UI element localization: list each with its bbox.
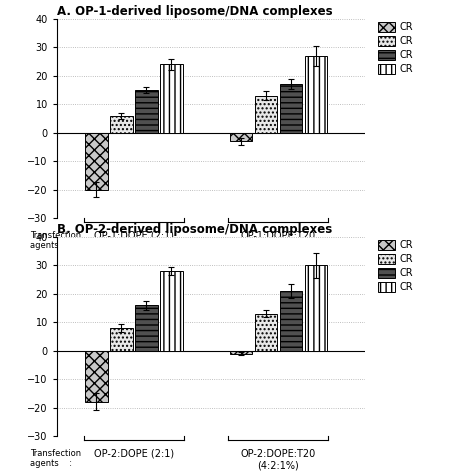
Bar	[305, 56, 327, 133]
Text: OP-1:DOPE (2:1): OP-1:DOPE (2:1)	[94, 231, 174, 241]
Text: Transfection
agents    :: Transfection agents :	[30, 231, 81, 250]
Text: B. OP-2-derived liposome/DNA complexes: B. OP-2-derived liposome/DNA complexes	[57, 223, 332, 236]
Bar	[135, 305, 158, 351]
Text: A. OP-1-derived liposome/DNA complexes: A. OP-1-derived liposome/DNA complexes	[57, 5, 332, 18]
Bar	[255, 96, 277, 133]
Text: OP-2:DOPE:T20
(4:2:1%): OP-2:DOPE:T20 (4:2:1%)	[241, 449, 316, 471]
Bar	[135, 90, 158, 133]
Bar	[85, 133, 108, 190]
Legend: CR, CR, CR, CR: CR, CR, CR, CR	[376, 238, 415, 294]
Bar	[160, 64, 182, 133]
Text: OP-2:DOPE (2:1): OP-2:DOPE (2:1)	[94, 449, 174, 459]
Bar	[305, 265, 327, 351]
Text: OP-1:DOPE:T20
(4:2:1%): OP-1:DOPE:T20 (4:2:1%)	[241, 231, 316, 253]
Bar	[110, 116, 133, 133]
Bar	[85, 351, 108, 402]
Bar	[255, 314, 277, 351]
Bar	[280, 84, 302, 133]
Bar	[229, 133, 252, 141]
Text: Transfection
agents    :: Transfection agents :	[30, 449, 81, 468]
Bar	[229, 351, 252, 354]
Bar	[280, 291, 302, 351]
Legend: CR, CR, CR, CR: CR, CR, CR, CR	[376, 20, 415, 76]
Bar	[160, 271, 182, 351]
Bar	[110, 328, 133, 351]
